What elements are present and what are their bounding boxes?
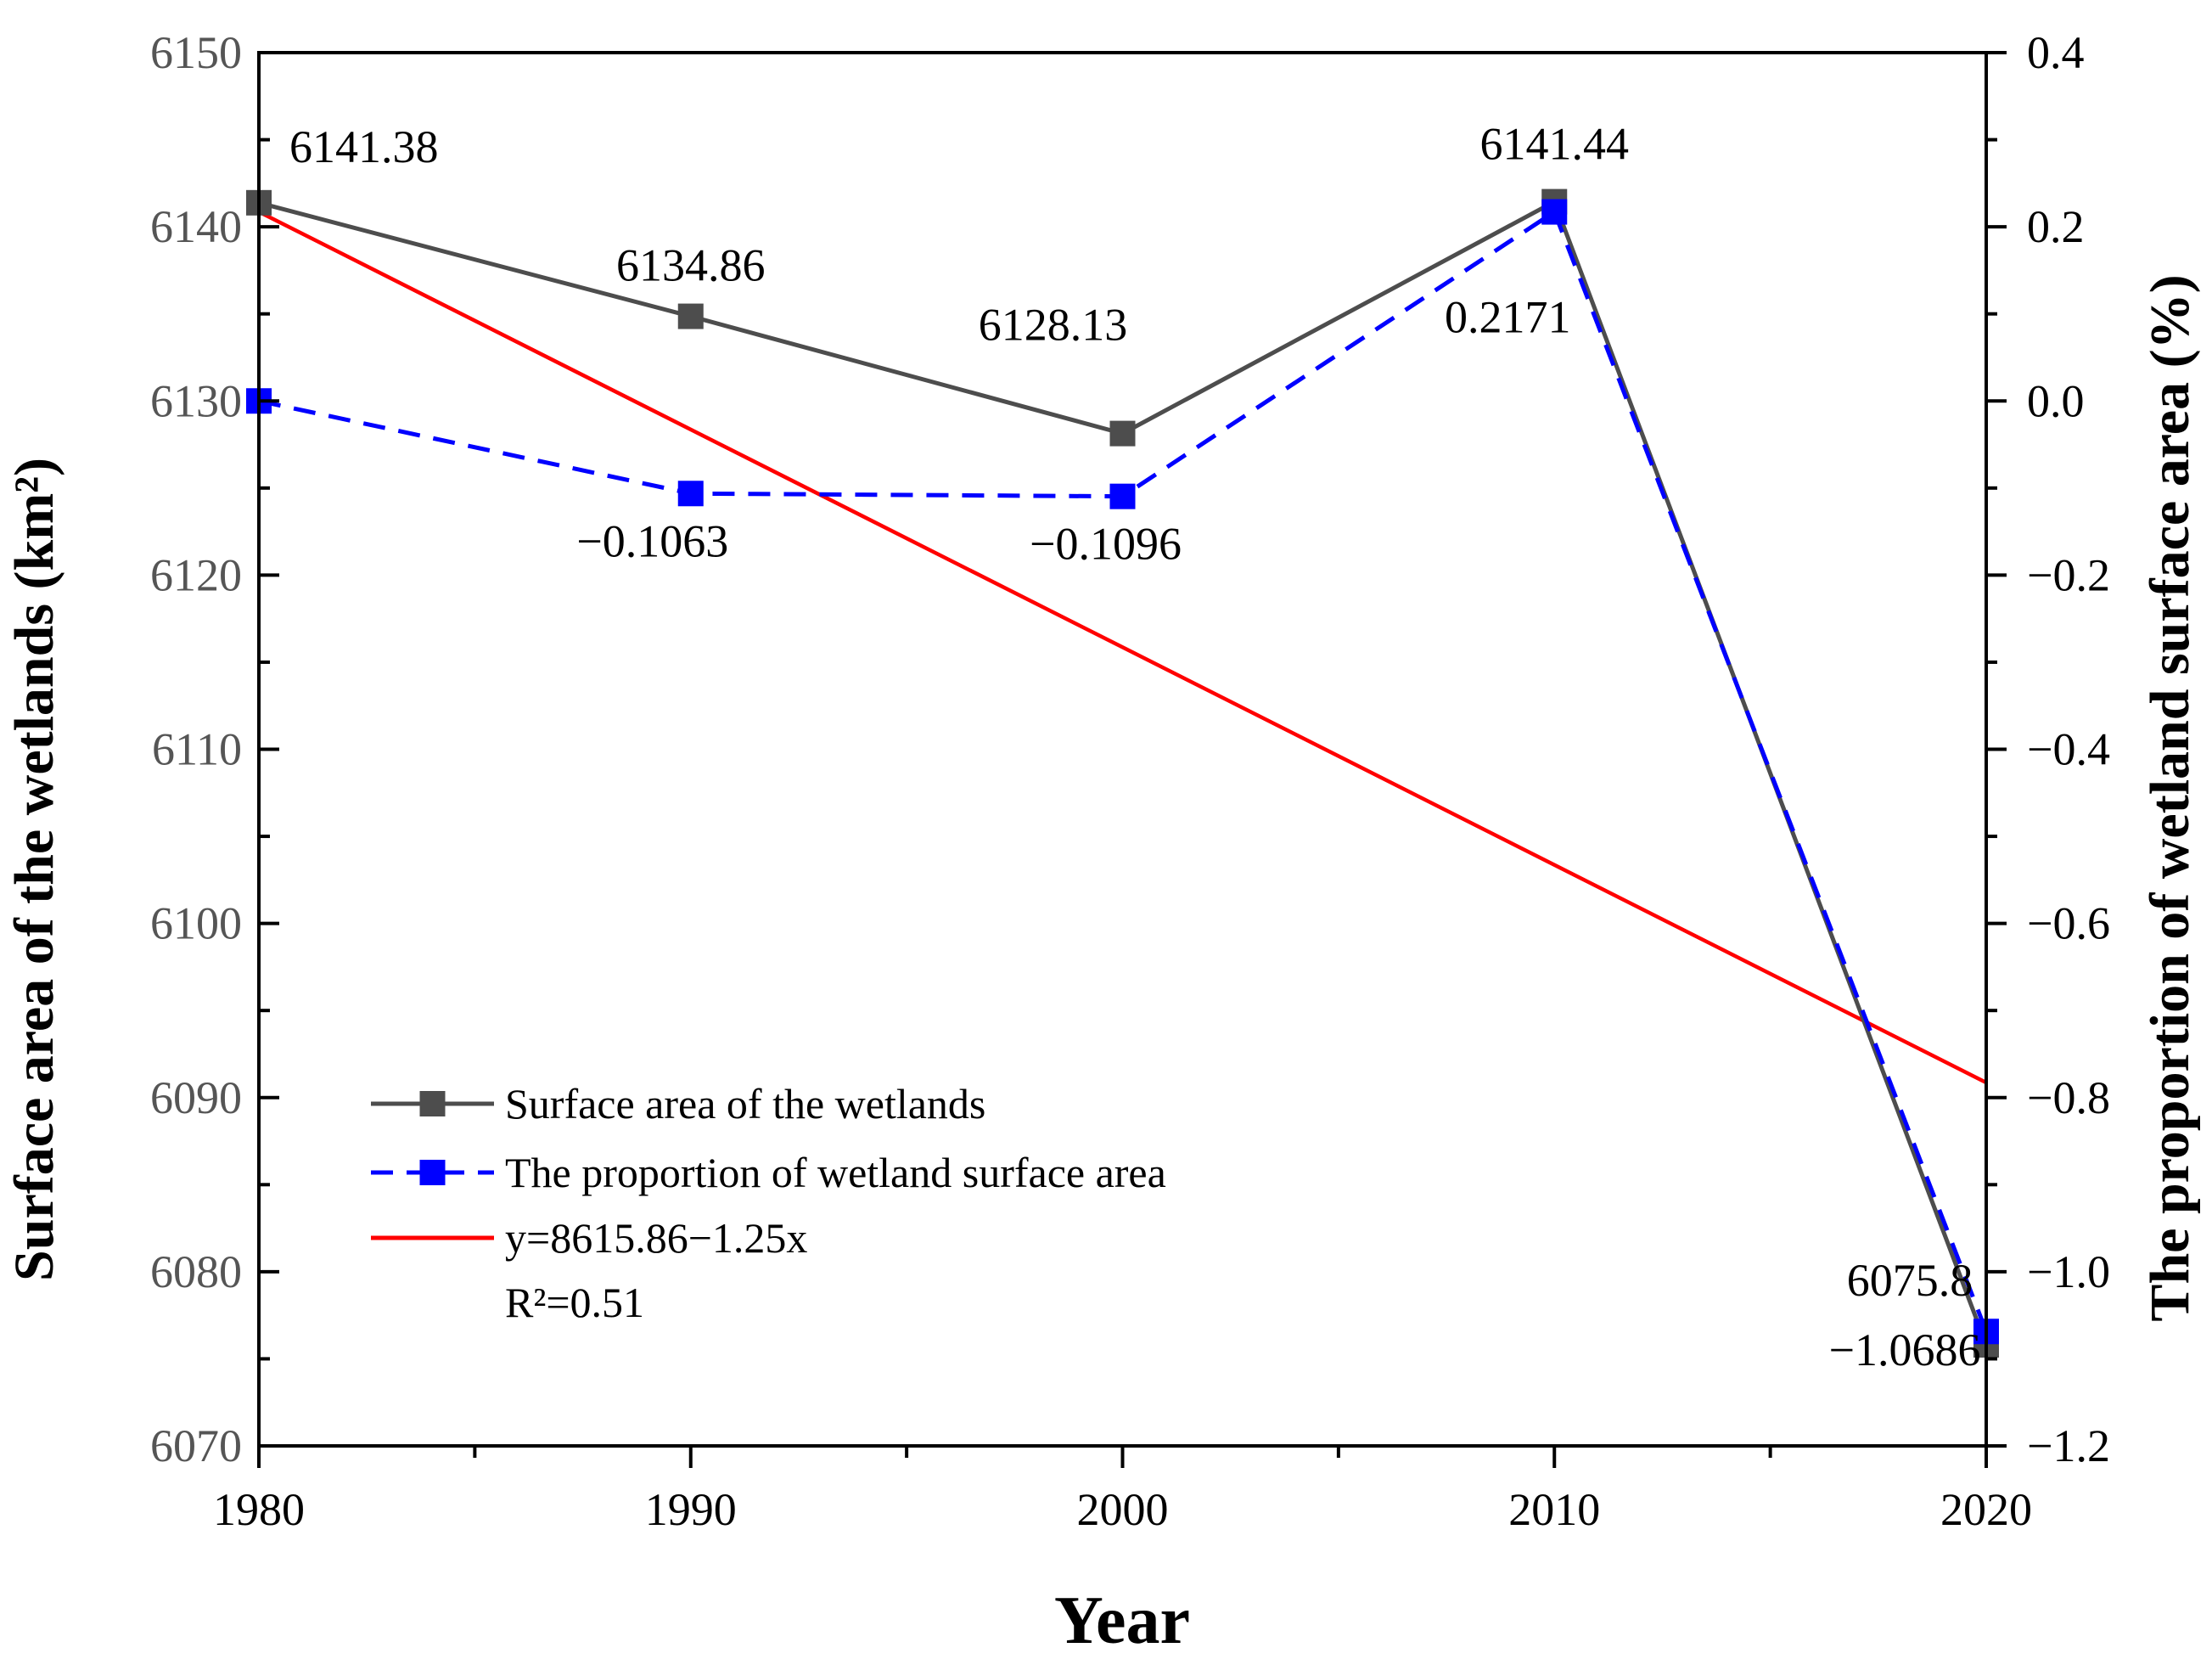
legend-label-r2: R²=0.51 [505,1279,644,1326]
legend-marker-proportion [419,1160,446,1185]
x-tick-label: 1990 [645,1484,737,1535]
data-label-surface-area: 6128.13 [979,300,1128,351]
y-right-tick-label: −0.8 [2027,1072,2110,1123]
y-left-tick-label: 6090 [150,1072,242,1123]
data-label-surface-area: 6141.44 [1480,119,1630,170]
legend-label-trend: y=8615.86−1.25x [505,1214,807,1262]
marker-proportion [677,481,704,507]
y-right-tick-label: −0.6 [2027,898,2110,949]
y-left-tick-label: 6120 [150,549,242,600]
y-right-tick-label: 0.4 [2027,27,2085,78]
data-label-proportion: −0.1096 [1030,519,1182,570]
y-left-tick-label: 6110 [152,724,242,775]
x-axis-title: Year [1054,1583,1190,1658]
y-right-tick-label: −1.0 [2027,1246,2110,1297]
y-left-tick-label: 6140 [150,201,242,252]
marker-proportion [1109,483,1136,509]
data-label-proportion: 0.2171 [1445,292,1571,343]
x-tick-label: 1980 [213,1484,305,1535]
marker-proportion [1541,199,1568,225]
y-left-tick-label: 6100 [150,898,242,949]
data-label-surface-area: 6141.38 [289,121,439,172]
y-left-tick-label: 6070 [150,1420,242,1471]
y-left-tick-label: 6080 [150,1246,242,1297]
legend-marker-surface-area [419,1091,446,1116]
legend-label-proportion: The proportion of wetland surface area [505,1149,1166,1196]
data-label-proportion: −0.1063 [576,515,728,566]
marker-surface-area [677,303,704,329]
y-right-tick-label: −0.4 [2027,724,2110,775]
trend-line [257,210,1988,1085]
y-axis-title-left: Surface area of the wetlands (km²) [3,458,65,1281]
data-label-proportion: −1.0686 [1829,1324,1981,1375]
data-label-surface-area: 6075.8 [1847,1255,1973,1306]
y-axis-title-right: The proportion of wetland surface area (… [2139,274,2201,1321]
legend-label-surface-area: Surface area of the wetlands [505,1080,985,1128]
data-label-surface-area: 6134.86 [616,240,766,291]
y-right-tick-label: −1.2 [2027,1420,2110,1471]
x-tick-label: 2020 [1940,1484,2032,1535]
y-left-tick-label: 6130 [150,375,242,426]
y-right-tick-label: −0.2 [2027,549,2110,600]
legend: Surface area of the wetlands The proporti… [371,1080,1166,1326]
marker-surface-area [1109,420,1136,447]
x-tick-label: 2010 [1508,1484,1600,1535]
y-left-tick-label: 6150 [150,27,242,78]
axes: 6070 6080 6090 6100 6110 6120 6130 6140 6150 −1.2… [150,27,2110,1535]
y-right-tick-label: 0.2 [2027,201,2085,252]
x-tick-label: 2000 [1077,1484,1169,1535]
y-right-tick-label: 0.0 [2027,375,2085,426]
data-label-layer: 6141.38 6134.86 6128.13 6141.44 6075.8 −0.106… [289,119,1980,1376]
